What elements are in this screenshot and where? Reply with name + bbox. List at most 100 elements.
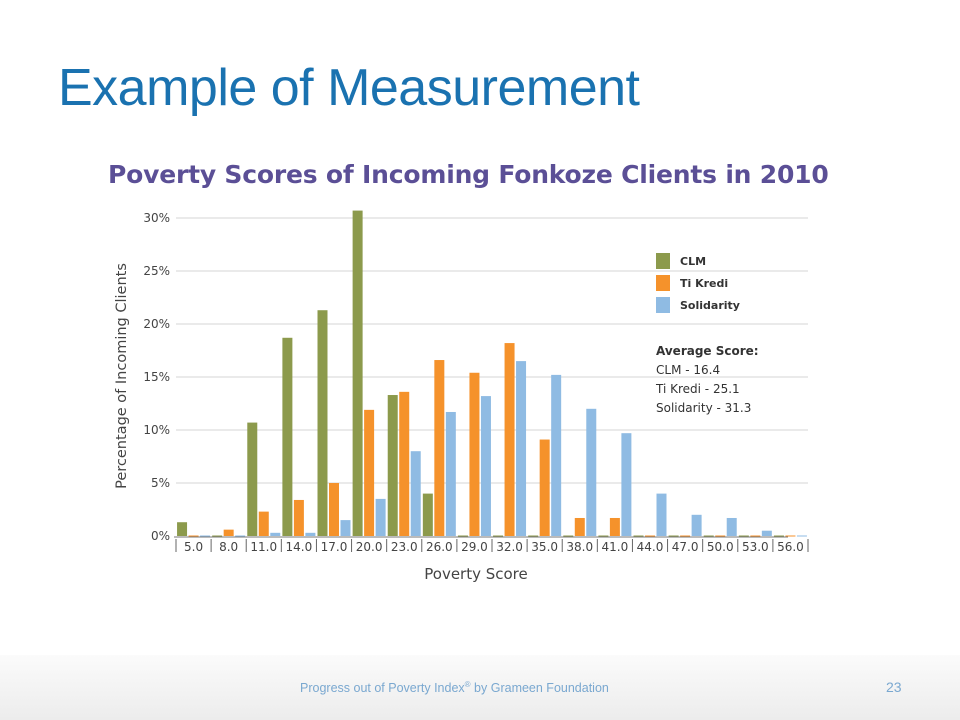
x-axis-title: Poverty Score bbox=[424, 565, 528, 583]
bar-ti-kredi bbox=[750, 535, 761, 537]
bar-clm bbox=[247, 422, 258, 536]
y-tick-label: 10% bbox=[143, 423, 170, 437]
footer-registered-mark: ® bbox=[464, 680, 471, 689]
x-tick-label: 50.0 bbox=[707, 540, 734, 554]
y-tick-label: 20% bbox=[143, 317, 170, 331]
bar-solidarity bbox=[796, 535, 807, 537]
average-score-heading: Average Score: bbox=[656, 344, 759, 358]
y-tick-label: 30% bbox=[143, 211, 170, 225]
bar-ti-kredi bbox=[504, 343, 515, 536]
bar-ti-kredi bbox=[680, 535, 691, 537]
legend-label: CLM bbox=[680, 255, 706, 268]
footer-text-main: Progress out of Poverty Index bbox=[300, 681, 465, 696]
average-score-line: Ti Kredi - 25.1 bbox=[655, 382, 740, 396]
bar-clm bbox=[317, 310, 328, 536]
bar-clm bbox=[563, 535, 574, 537]
x-tick-label: 5.0 bbox=[184, 540, 203, 554]
bar-clm bbox=[282, 337, 293, 536]
y-axis-title: Percentage of Incoming Clients bbox=[114, 263, 130, 489]
legend-label: Ti Kredi bbox=[680, 277, 728, 290]
bar-ti-kredi bbox=[188, 535, 199, 537]
x-tick-label: 53.0 bbox=[742, 540, 769, 554]
bar-solidarity bbox=[480, 396, 491, 536]
bar-ti-kredi bbox=[258, 511, 269, 536]
bar-ti-kredi bbox=[574, 517, 585, 536]
legend-swatch bbox=[656, 253, 670, 269]
footer-text-suffix: by Grameen Foundation bbox=[470, 681, 609, 696]
bar-solidarity bbox=[235, 535, 246, 537]
bar-ti-kredi bbox=[364, 409, 375, 536]
x-tick-label: 35.0 bbox=[531, 540, 558, 554]
legend-swatch bbox=[656, 275, 670, 291]
x-tick-label: 38.0 bbox=[566, 540, 593, 554]
bar-ti-kredi bbox=[329, 483, 339, 536]
bar-ti-kredi bbox=[645, 535, 655, 537]
bar-clm bbox=[352, 210, 363, 536]
bar-ti-kredi bbox=[609, 517, 620, 536]
bar-solidarity bbox=[445, 411, 456, 536]
bar-clm bbox=[212, 535, 223, 537]
y-tick-label: 5% bbox=[151, 476, 170, 490]
slide-title: Example of Measurement bbox=[58, 59, 640, 117]
bar-clm bbox=[598, 535, 609, 537]
bar-clm bbox=[773, 535, 784, 537]
bar-clm bbox=[668, 535, 679, 537]
bar-clm bbox=[703, 535, 714, 537]
x-tick-label: 17.0 bbox=[321, 540, 348, 554]
bar-solidarity bbox=[516, 361, 527, 536]
x-tick-label: 20.0 bbox=[356, 540, 383, 554]
bar-solidarity bbox=[726, 517, 737, 536]
bar-clm bbox=[457, 535, 468, 537]
x-tick-label: 14.0 bbox=[286, 540, 313, 554]
bar-solidarity bbox=[761, 530, 772, 536]
bar-ti-kredi bbox=[539, 439, 550, 536]
bar-clm bbox=[528, 535, 539, 537]
chart-title: Poverty Scores of Incoming Fonkoze Clien… bbox=[108, 160, 829, 189]
bar-solidarity bbox=[270, 532, 281, 536]
bar-clm bbox=[422, 493, 433, 536]
bar-ti-kredi bbox=[223, 529, 234, 536]
footer-text: Progress out of Poverty Index® by Gramee… bbox=[300, 680, 609, 695]
x-tick-label: 32.0 bbox=[496, 540, 523, 554]
bar-solidarity bbox=[621, 433, 632, 536]
bar-solidarity bbox=[551, 374, 562, 536]
x-tick-label: 56.0 bbox=[777, 540, 804, 554]
bar-solidarity bbox=[340, 520, 351, 536]
x-tick-label: 11.0 bbox=[250, 540, 277, 554]
bar-solidarity bbox=[656, 493, 667, 536]
bar-ti-kredi bbox=[785, 535, 796, 537]
legend-swatch bbox=[656, 297, 670, 313]
legend-label: Solidarity bbox=[680, 299, 740, 312]
bar-ti-kredi bbox=[399, 391, 410, 536]
bar-solidarity bbox=[305, 532, 316, 536]
x-tick-label: 47.0 bbox=[672, 540, 699, 554]
bar-solidarity bbox=[375, 498, 386, 536]
bar-clm bbox=[633, 535, 644, 537]
bar-clm bbox=[738, 535, 749, 537]
bar-clm bbox=[177, 522, 188, 536]
y-tick-label: 0% bbox=[151, 529, 170, 543]
bar-solidarity bbox=[691, 514, 702, 536]
bar-clm bbox=[493, 535, 504, 537]
bar-solidarity bbox=[410, 451, 421, 536]
y-tick-label: 15% bbox=[143, 370, 170, 384]
average-score-line: CLM - 16.4 bbox=[656, 363, 720, 377]
bar-ti-kredi bbox=[715, 535, 726, 537]
bar-ti-kredi bbox=[434, 360, 445, 536]
bar-ti-kredi bbox=[293, 499, 304, 536]
average-score-line: Solidarity - 31.3 bbox=[656, 401, 751, 415]
x-tick-label: 8.0 bbox=[219, 540, 238, 554]
x-tick-label: 26.0 bbox=[426, 540, 453, 554]
x-tick-label: 29.0 bbox=[461, 540, 488, 554]
bar-solidarity bbox=[200, 535, 211, 537]
bar-solidarity bbox=[586, 408, 597, 536]
x-tick-label: 23.0 bbox=[391, 540, 418, 554]
page-number: 23 bbox=[886, 679, 902, 695]
y-tick-label: 25% bbox=[143, 264, 170, 278]
x-tick-label: 44.0 bbox=[637, 540, 664, 554]
footer-band bbox=[0, 655, 960, 720]
bar-clm bbox=[387, 395, 398, 536]
x-tick-label: 41.0 bbox=[602, 540, 629, 554]
bar-ti-kredi bbox=[469, 372, 480, 536]
